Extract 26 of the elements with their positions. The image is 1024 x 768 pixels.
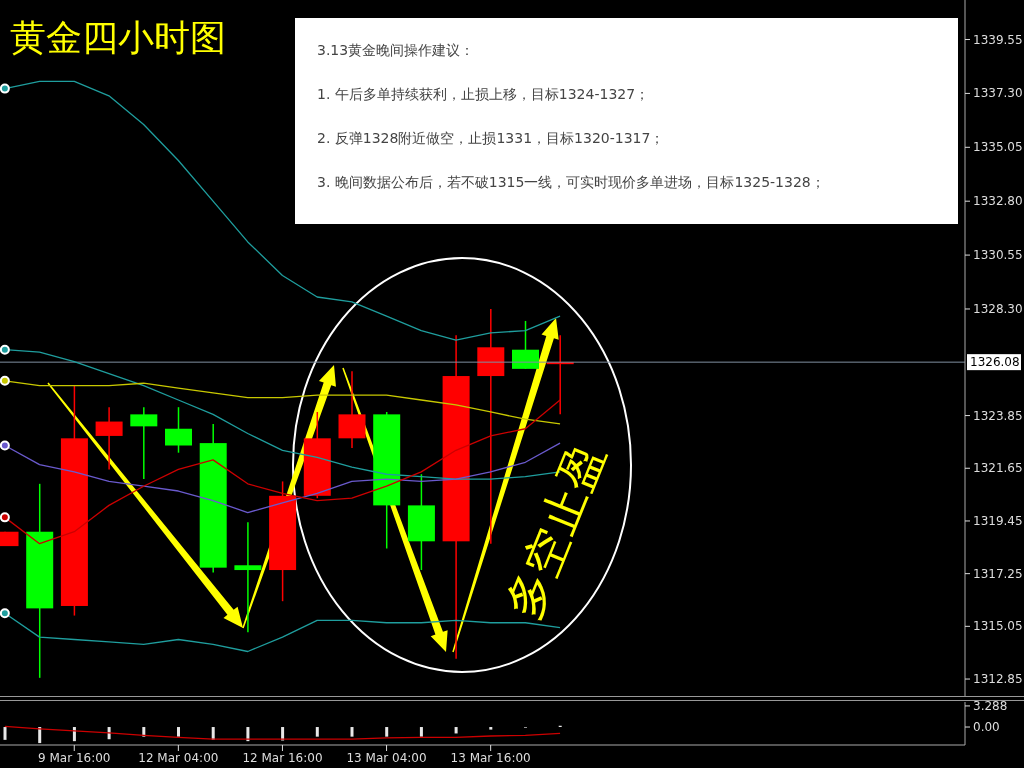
annotation: 1. 午后多单持续获利，止损上移，目标1324-1327； <box>317 85 651 104</box>
y-tick-label: 1332.80 <box>973 194 1023 209</box>
annotation: 3.13黄金晚间操作建议： <box>317 41 476 60</box>
y-tick-label: 3.288 <box>973 698 1008 713</box>
ref-line-label: 1326.08 <box>970 355 1020 370</box>
y-tick-label: 1315.05 <box>973 619 1023 634</box>
y-tick-label: 1337.30 <box>973 86 1023 101</box>
y-tick-label: 0.00 <box>973 720 1000 735</box>
x-tick-label: 13 Mar 04:00 <box>346 750 427 765</box>
y-tick-label: 1328.30 <box>973 301 1023 316</box>
x-tick-label: 12 Mar 04:00 <box>138 750 219 765</box>
text: 黄金四小时图 <box>10 16 226 60</box>
y-tick-label: 1317.25 <box>973 566 1023 581</box>
y-tick-label: 1339.55 <box>973 32 1023 47</box>
y-tick-label: 1321.65 <box>973 461 1023 476</box>
annotation: 多空止盈 <box>494 434 616 629</box>
x-tick-label: 9 Mar 16:00 <box>38 750 111 765</box>
y-tick-label: 1319.45 <box>973 513 1023 528</box>
y-tick-label: 1323.85 <box>973 408 1023 423</box>
y-tick-label: 1335.05 <box>973 140 1023 155</box>
annotation: 3. 晚间数据公布后，若不破1315一线，可实时现价多单进场，目标1325-1328； <box>317 173 826 192</box>
y-tick-label: 1330.55 <box>973 248 1023 263</box>
y-tick-label: 1312.85 <box>973 672 1023 687</box>
x-tick-label: 12 Mar 16:00 <box>242 750 323 765</box>
annotation: 2. 反弹1328附近做空，止损1331，目标1320-1317； <box>317 129 666 148</box>
x-tick-label: 13 Mar 16:00 <box>450 750 531 765</box>
